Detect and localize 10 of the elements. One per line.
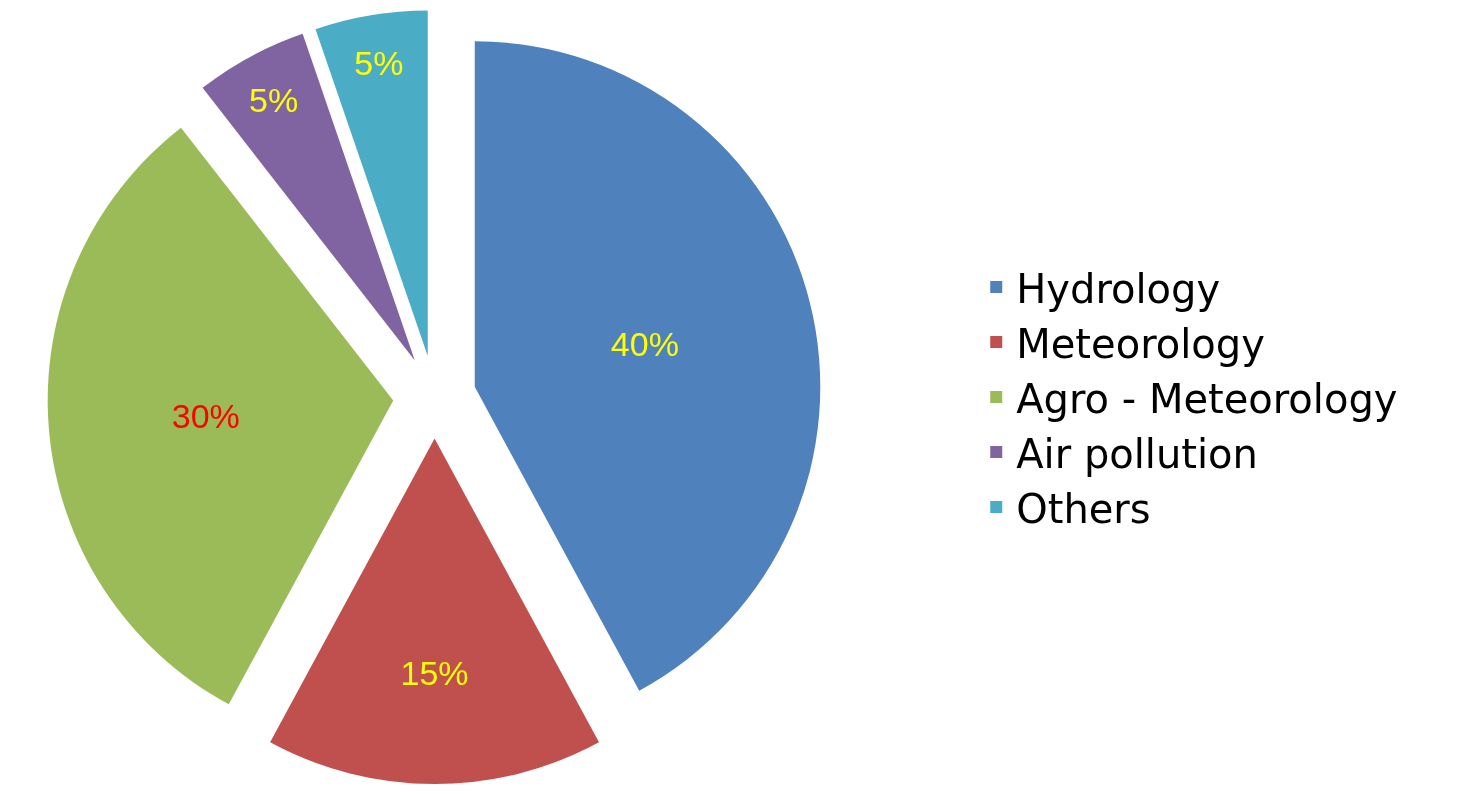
legend-label: Air pollution <box>1016 430 1258 477</box>
legend-label: Others <box>1016 485 1151 532</box>
data-label: 5% <box>354 44 404 83</box>
legend-label: Meteorology <box>1016 320 1265 367</box>
data-label: 30% <box>171 396 240 435</box>
legend-label: Hydrology <box>1016 265 1221 312</box>
data-label: 15% <box>400 653 469 692</box>
data-label: 40% <box>610 324 679 363</box>
data-label: 5% <box>249 80 299 119</box>
legend-label: Agro - Meteorology <box>1016 375 1398 422</box>
